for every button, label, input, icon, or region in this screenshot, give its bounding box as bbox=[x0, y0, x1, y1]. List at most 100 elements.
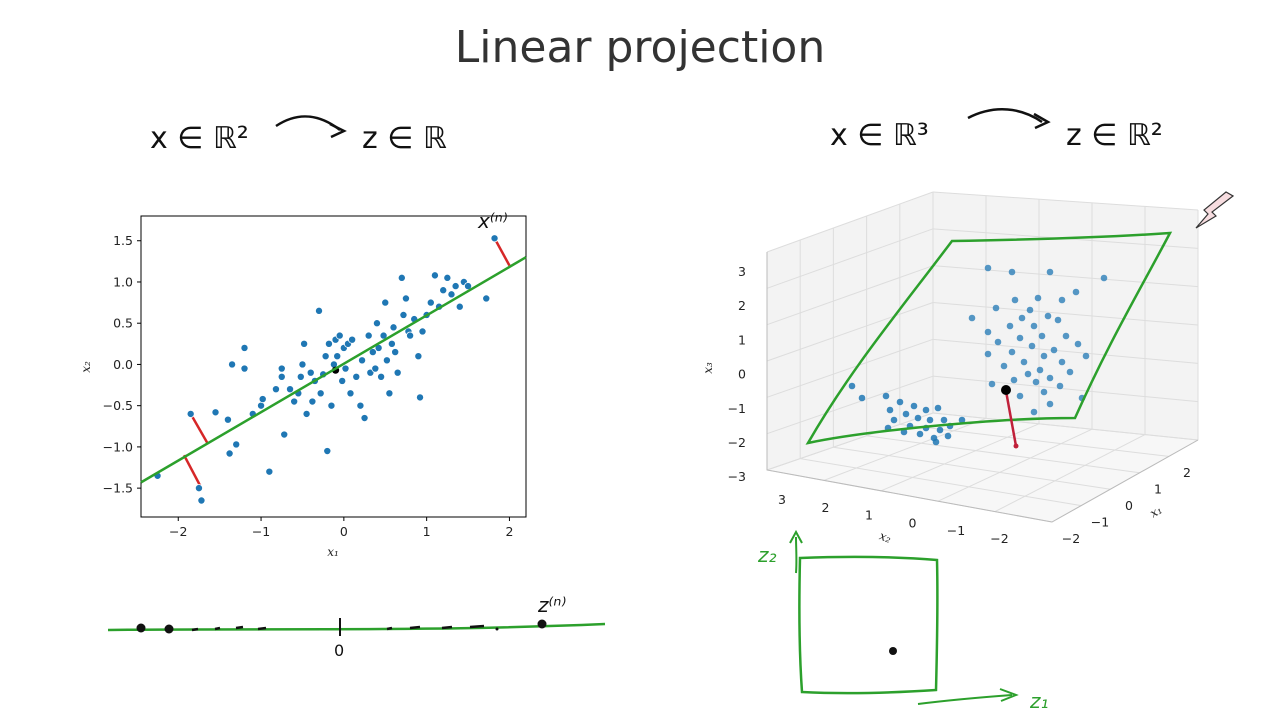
y-tick-label: 0.5 bbox=[113, 316, 133, 331]
x2-tick-label: 1 bbox=[865, 508, 873, 523]
x1-tick-label: 0 bbox=[1125, 498, 1133, 513]
data-point bbox=[482, 294, 491, 303]
data-point-3d bbox=[1046, 268, 1054, 276]
data-point bbox=[430, 271, 439, 280]
data-point-3d bbox=[1050, 346, 1058, 354]
data-point bbox=[401, 294, 410, 303]
z-tick-label: −1 bbox=[728, 401, 746, 416]
grid-line bbox=[932, 302, 1199, 326]
z1-label: z₁ bbox=[1029, 689, 1049, 713]
data-point-3d bbox=[984, 350, 992, 358]
grid-line bbox=[766, 302, 934, 362]
data-point bbox=[385, 389, 394, 398]
data-point bbox=[225, 449, 234, 458]
data-point-3d bbox=[1058, 296, 1066, 304]
y-axis-label: x₂ bbox=[79, 361, 93, 373]
grid-line bbox=[823, 417, 987, 481]
latent-point bbox=[441, 625, 453, 630]
latent-1d-axis: 0 z⁽ⁿ⁾ bbox=[107, 593, 606, 660]
point-label-xn: x⁽ⁿ⁾ bbox=[477, 209, 508, 233]
z-tick-label: 1 bbox=[738, 332, 746, 347]
x1-tick-label: 1 bbox=[1154, 482, 1162, 497]
data-point bbox=[302, 409, 311, 418]
axis-edges bbox=[766, 252, 1199, 523]
data-point bbox=[439, 286, 448, 295]
data-point-3d bbox=[958, 416, 966, 424]
data-point bbox=[277, 364, 286, 373]
data-point-3d bbox=[902, 410, 910, 418]
left-mapping-from: x ∈ ℝ² bbox=[150, 121, 249, 156]
grid-line bbox=[899, 423, 1169, 457]
data-point-3d bbox=[896, 398, 904, 406]
data-point-3d bbox=[1046, 400, 1054, 408]
data-point-3d bbox=[1018, 314, 1026, 322]
data-point bbox=[338, 376, 347, 385]
grid-line bbox=[766, 412, 934, 471]
grid-line bbox=[932, 265, 1199, 288]
data-point-3d bbox=[1062, 332, 1070, 340]
data-point-3d bbox=[1000, 362, 1008, 370]
data-point bbox=[397, 273, 406, 282]
grid-line bbox=[932, 191, 1199, 211]
data-point bbox=[186, 409, 195, 418]
right-mapping: x ∈ ℝ³ z ∈ ℝ² bbox=[830, 108, 1163, 153]
right-mapping-arrow bbox=[967, 108, 1043, 124]
data-point bbox=[333, 352, 342, 361]
z2-label: z₂ bbox=[757, 543, 777, 567]
data-point-3d bbox=[858, 394, 866, 402]
x1-axis-label: x₁ bbox=[1147, 503, 1164, 521]
x-tick-label: −2 bbox=[169, 524, 187, 539]
data-point bbox=[271, 385, 280, 394]
x2-tick-label: 0 bbox=[909, 515, 917, 530]
data-point-3d bbox=[984, 328, 992, 336]
residual-line bbox=[493, 237, 511, 267]
z-tick-label: −3 bbox=[728, 469, 746, 484]
data-point-3d bbox=[1082, 352, 1090, 360]
latent-point bbox=[537, 619, 547, 629]
data-point-3d bbox=[1024, 370, 1032, 378]
grid-line bbox=[937, 428, 1093, 502]
data-point bbox=[327, 401, 336, 410]
data-point bbox=[364, 331, 373, 340]
data-point-3d bbox=[1066, 368, 1074, 376]
data-point bbox=[341, 364, 350, 373]
data-point bbox=[211, 408, 220, 417]
data-point bbox=[306, 368, 315, 377]
data-point bbox=[371, 364, 380, 373]
data-point bbox=[308, 397, 317, 406]
data-point bbox=[443, 273, 452, 282]
y-tick-label: 1.5 bbox=[113, 233, 133, 248]
data-point bbox=[232, 440, 241, 449]
grid-line bbox=[932, 338, 1199, 364]
right-mapping-arrowhead bbox=[1033, 112, 1051, 130]
data-point bbox=[277, 372, 286, 381]
latent-point bbox=[136, 623, 146, 633]
data-point bbox=[418, 327, 427, 336]
data-point-3d bbox=[994, 338, 1002, 346]
data-point-3d bbox=[1046, 374, 1054, 382]
x2-tick-label: −2 bbox=[990, 531, 1008, 546]
plot-frame bbox=[140, 215, 527, 518]
data-point-3d bbox=[1028, 342, 1036, 350]
data-point-3d bbox=[968, 314, 976, 322]
data-point-3d bbox=[916, 430, 924, 438]
y-tick-label: −1.0 bbox=[103, 439, 133, 454]
data-point-3d bbox=[1032, 378, 1040, 386]
pane-back bbox=[767, 192, 1198, 470]
data-point bbox=[490, 234, 499, 243]
data-point-3d bbox=[922, 406, 930, 414]
residual-line bbox=[182, 454, 203, 489]
data-point bbox=[240, 343, 249, 352]
data-point bbox=[321, 352, 330, 361]
data-point bbox=[416, 393, 425, 402]
x1-tick-label: 2 bbox=[1183, 465, 1191, 480]
scatter-3d-chart: 3 2 1 0 −1 −2 −3 3 2 1 0 −1 −2 2 1 0 −1 −2 x₃ x₂ x₁ bbox=[701, 191, 1235, 546]
data-point bbox=[324, 339, 333, 348]
data-point bbox=[356, 401, 365, 410]
data-point-3d bbox=[1040, 388, 1048, 396]
x-tick-label: 0 bbox=[340, 524, 348, 539]
slide-title: Linear projection bbox=[454, 22, 826, 73]
left-mapping-to: z ∈ ℝ bbox=[362, 121, 447, 156]
data-point-3d bbox=[936, 426, 944, 434]
